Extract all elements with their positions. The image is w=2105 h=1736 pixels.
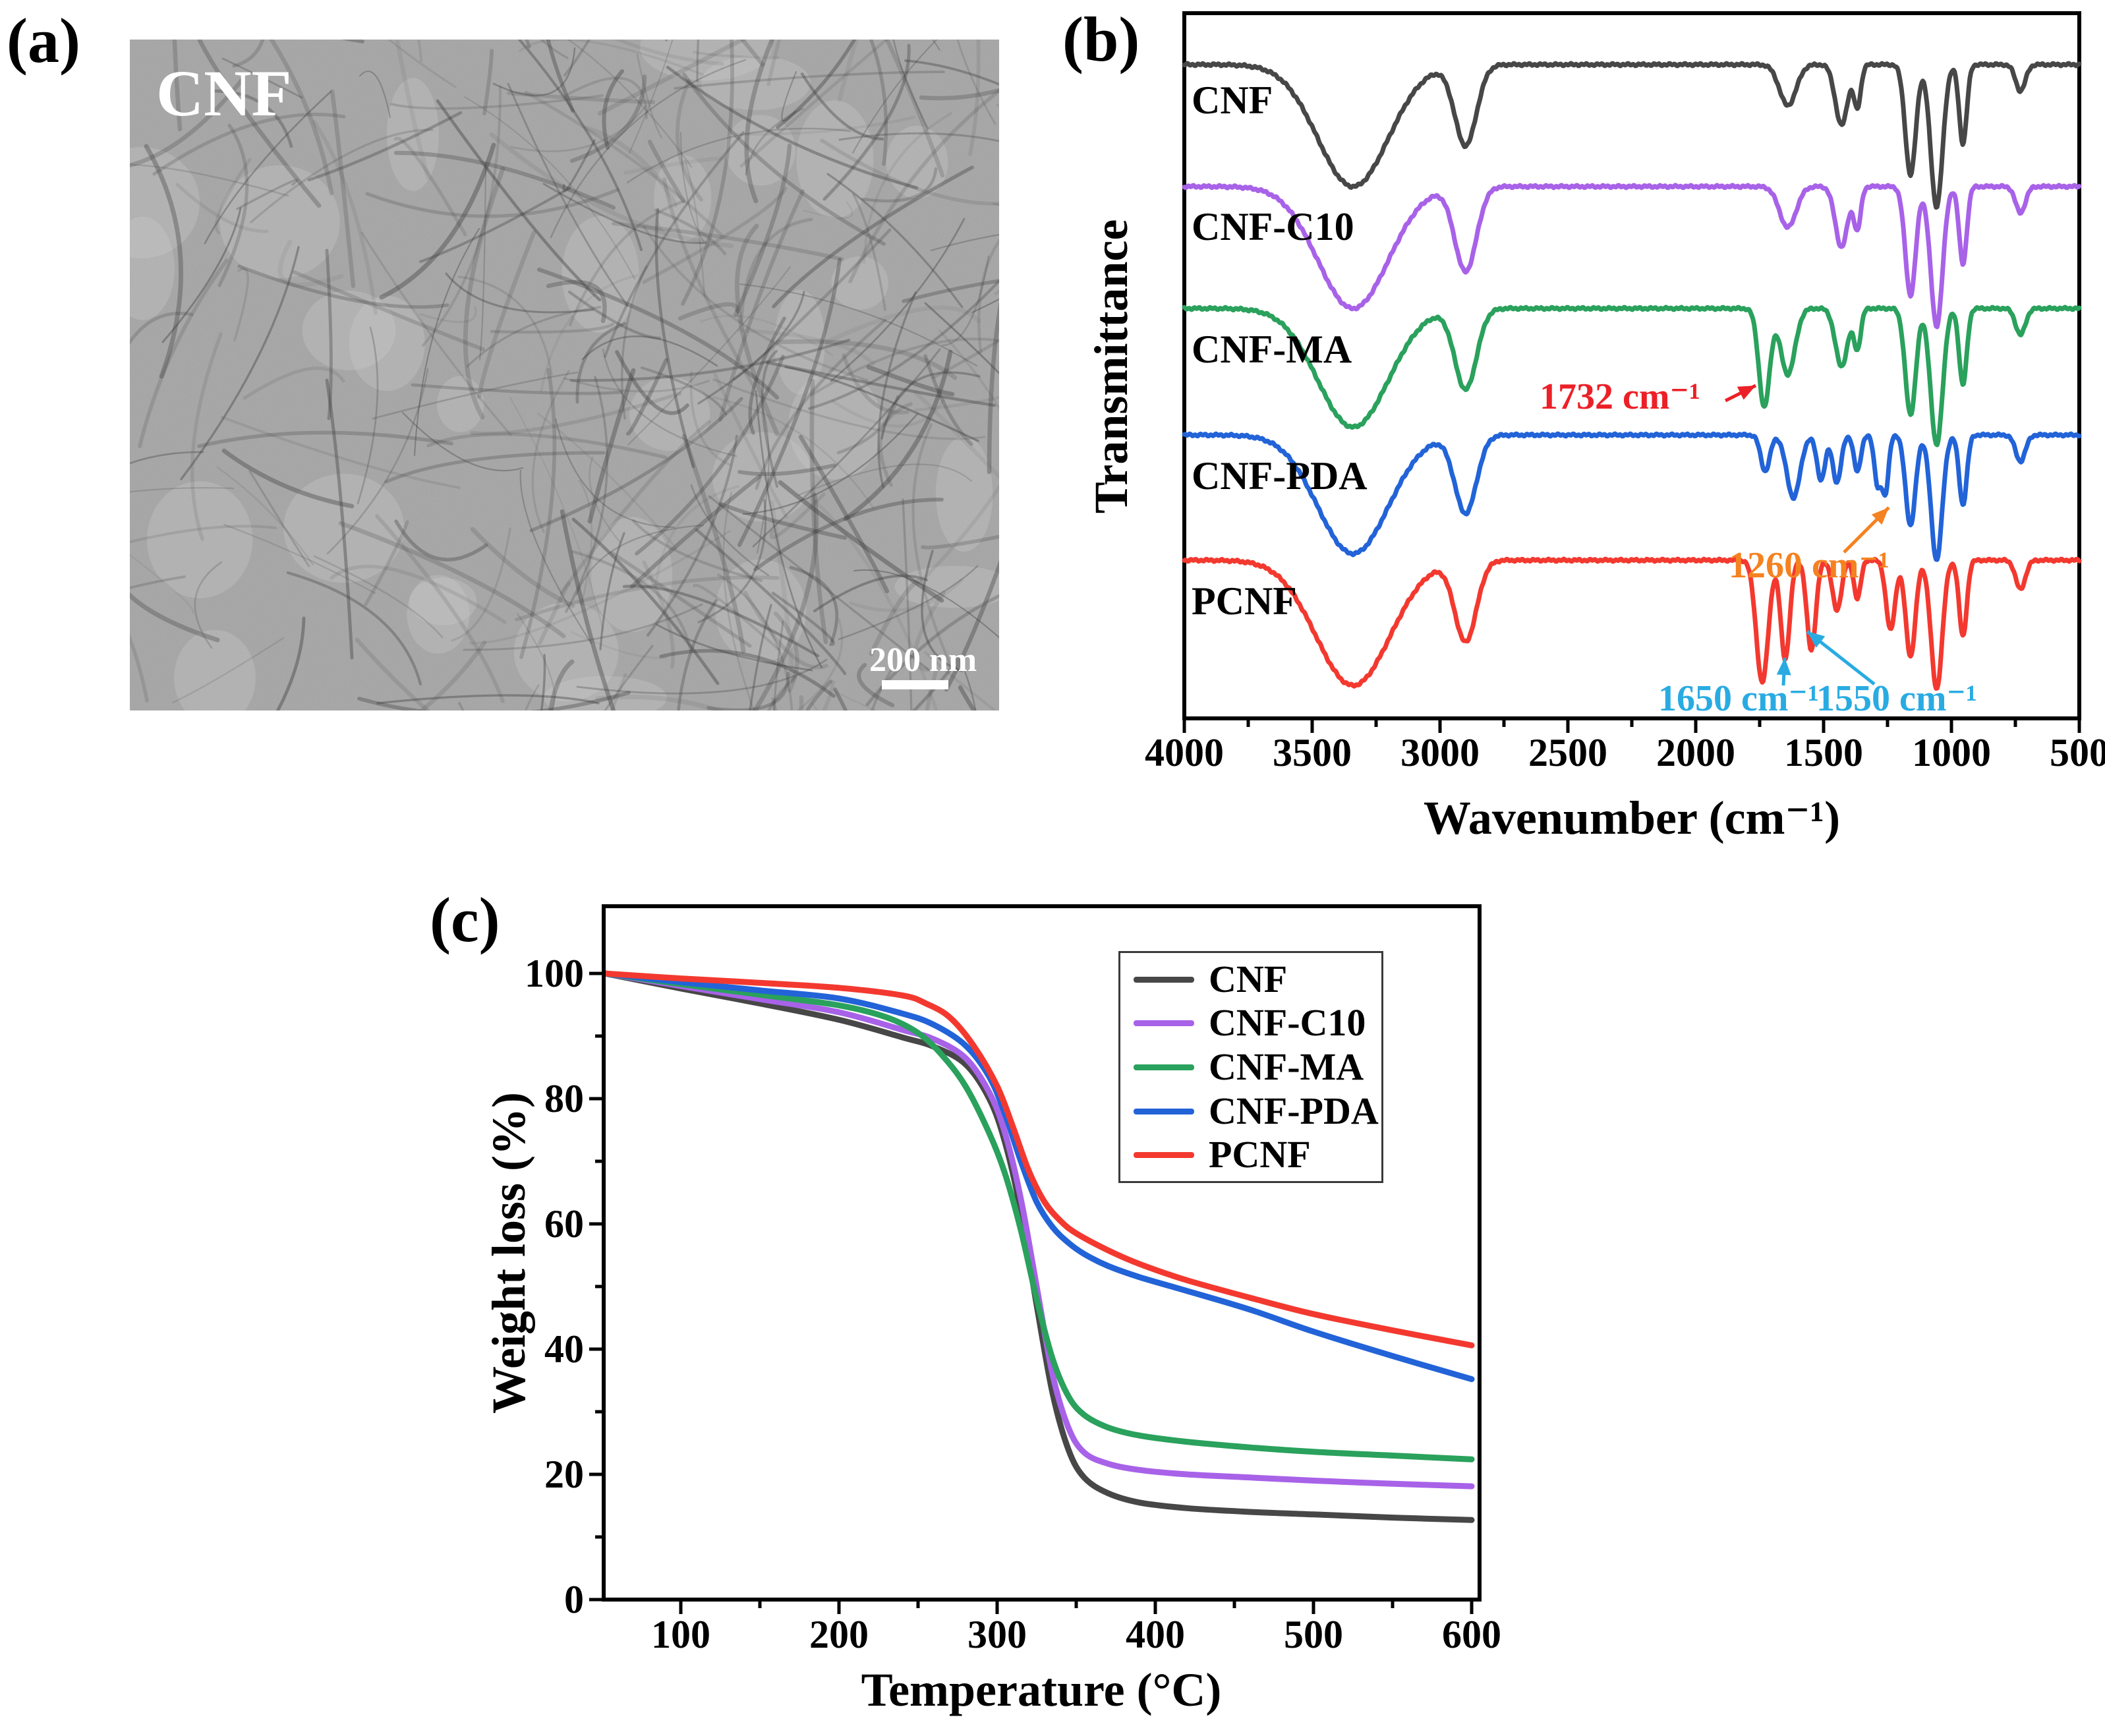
tga-curve-group bbox=[606, 970, 1475, 1523]
tga-y-tick-label: 60 bbox=[544, 1202, 584, 1246]
tga-legend: CNF CNF-C10 CNF-MA CNF-PDA PCNF bbox=[1118, 951, 1383, 1183]
ftir-annotation-1650: 1650 cm⁻¹ bbox=[1658, 678, 1819, 719]
legend-label-CNF-MA: CNF-MA bbox=[1209, 1045, 1364, 1088]
ftir-x-tick-label: 2500 bbox=[1528, 731, 1607, 774]
ftir-x-tick-label: 3000 bbox=[1400, 731, 1480, 774]
tem-image: CNF 200 nm bbox=[130, 40, 999, 710]
ftir-y-axis-label: Transmittance bbox=[1085, 219, 1138, 514]
tga-x-tick-label: 400 bbox=[1126, 1613, 1185, 1656]
tga-y-tick-label: 20 bbox=[544, 1453, 584, 1496]
legend-swatch-CNF bbox=[1134, 977, 1194, 983]
tga-plot-border bbox=[602, 904, 1482, 1602]
tga-curve-PCNF bbox=[606, 970, 1475, 1348]
tga-y-tick-label: 100 bbox=[525, 952, 584, 995]
legend-label-PCNF: PCNF bbox=[1209, 1133, 1311, 1176]
tem-fiber-network-art bbox=[130, 40, 999, 710]
legend-label-CNF-C10: CNF-C10 bbox=[1209, 1001, 1366, 1044]
tga-curve-CNF-PDA bbox=[606, 970, 1475, 1383]
ftir-curve-CNF-PDA bbox=[1182, 431, 2082, 562]
ftir-x-tick-label: 500 bbox=[2050, 731, 2105, 774]
ftir-series-label-PCNF: PCNF bbox=[1192, 579, 1297, 623]
ftir-series-label-CNF-PDA: CNF-PDA bbox=[1192, 454, 1368, 498]
tga-x-axis-label: Temperature (°C) bbox=[861, 1664, 1222, 1716]
legend-swatch-PCNF bbox=[1134, 1152, 1194, 1158]
legend-swatch-CNF-MA bbox=[1134, 1064, 1194, 1070]
ftir-annotation-1260: 1260 cm⁻¹ bbox=[1729, 545, 1889, 586]
tga-y-tick-label: 0 bbox=[564, 1578, 584, 1621]
legend-label-CNF-PDA: CNF-PDA bbox=[1209, 1089, 1379, 1132]
tem-grain-overlay bbox=[130, 40, 999, 710]
ftir-annotation-1550: 1550 cm⁻¹ bbox=[1816, 678, 1977, 719]
ftir-series-label-CNF-MA: CNF-MA bbox=[1192, 328, 1352, 371]
ftir-x-tick-label: 1000 bbox=[1912, 731, 1991, 774]
panel-a-letter: (a) bbox=[7, 5, 80, 76]
ftir-annotation-arrow-1732-head bbox=[1737, 386, 1756, 400]
ftir-x-tick-label: 2000 bbox=[1656, 731, 1735, 774]
tga-y-tick-label: 40 bbox=[544, 1327, 584, 1371]
ftir-curve-PCNF bbox=[1182, 556, 2082, 691]
ftir-x-tick-label: 4000 bbox=[1145, 731, 1224, 774]
ftir-annotation-arrow-1650-head bbox=[1776, 658, 1791, 676]
ftir-x-tick-label: 3500 bbox=[1273, 731, 1352, 774]
tga-y-axis-label: Weight loss (%) bbox=[482, 1091, 535, 1414]
ftir-curve-CNF-MA bbox=[1182, 304, 2082, 448]
ftir-curve-CNF bbox=[1182, 61, 2082, 210]
tga-y-tick-label: 80 bbox=[544, 1077, 584, 1120]
tga-x-tick-label: 600 bbox=[1442, 1613, 1501, 1656]
panel-c-letter: (c) bbox=[430, 884, 500, 955]
ftir-curve-CNF-C10 bbox=[1182, 183, 2082, 330]
tga-x-tick-label: 500 bbox=[1284, 1613, 1343, 1656]
scale-bar-label: 200 nm bbox=[869, 641, 977, 679]
tga-x-tick-label: 100 bbox=[651, 1613, 710, 1656]
tga-x-tick-label: 200 bbox=[809, 1613, 869, 1656]
ftir-annotation-arrow-1550-head bbox=[1807, 631, 1826, 648]
scale-bar bbox=[882, 680, 948, 689]
legend-label-CNF: CNF bbox=[1209, 958, 1288, 1000]
ftir-series-label-CNF: CNF bbox=[1192, 78, 1273, 122]
legend-swatch-CNF-C10 bbox=[1134, 1020, 1194, 1026]
tga-curve-CNF-MA bbox=[606, 970, 1475, 1462]
ftir-x-axis-label: Wavenumber (cm⁻¹) bbox=[1423, 792, 1841, 844]
ftir-annotation-arrow-1260-head bbox=[1871, 507, 1889, 525]
panel-b-letter: (b) bbox=[1062, 4, 1140, 74]
tga-curve-CNF-C10 bbox=[606, 970, 1475, 1490]
legend-swatch-CNF-PDA bbox=[1134, 1109, 1194, 1114]
ftir-annotation-1732: 1732 cm⁻¹ bbox=[1540, 376, 1700, 417]
ftir-series-label-CNF-C10: CNF-C10 bbox=[1192, 205, 1354, 248]
ftir-x-tick-label: 1500 bbox=[1784, 731, 1863, 774]
tem-sample-label: CNF bbox=[156, 57, 292, 130]
tga-x-tick-label: 300 bbox=[967, 1613, 1027, 1656]
